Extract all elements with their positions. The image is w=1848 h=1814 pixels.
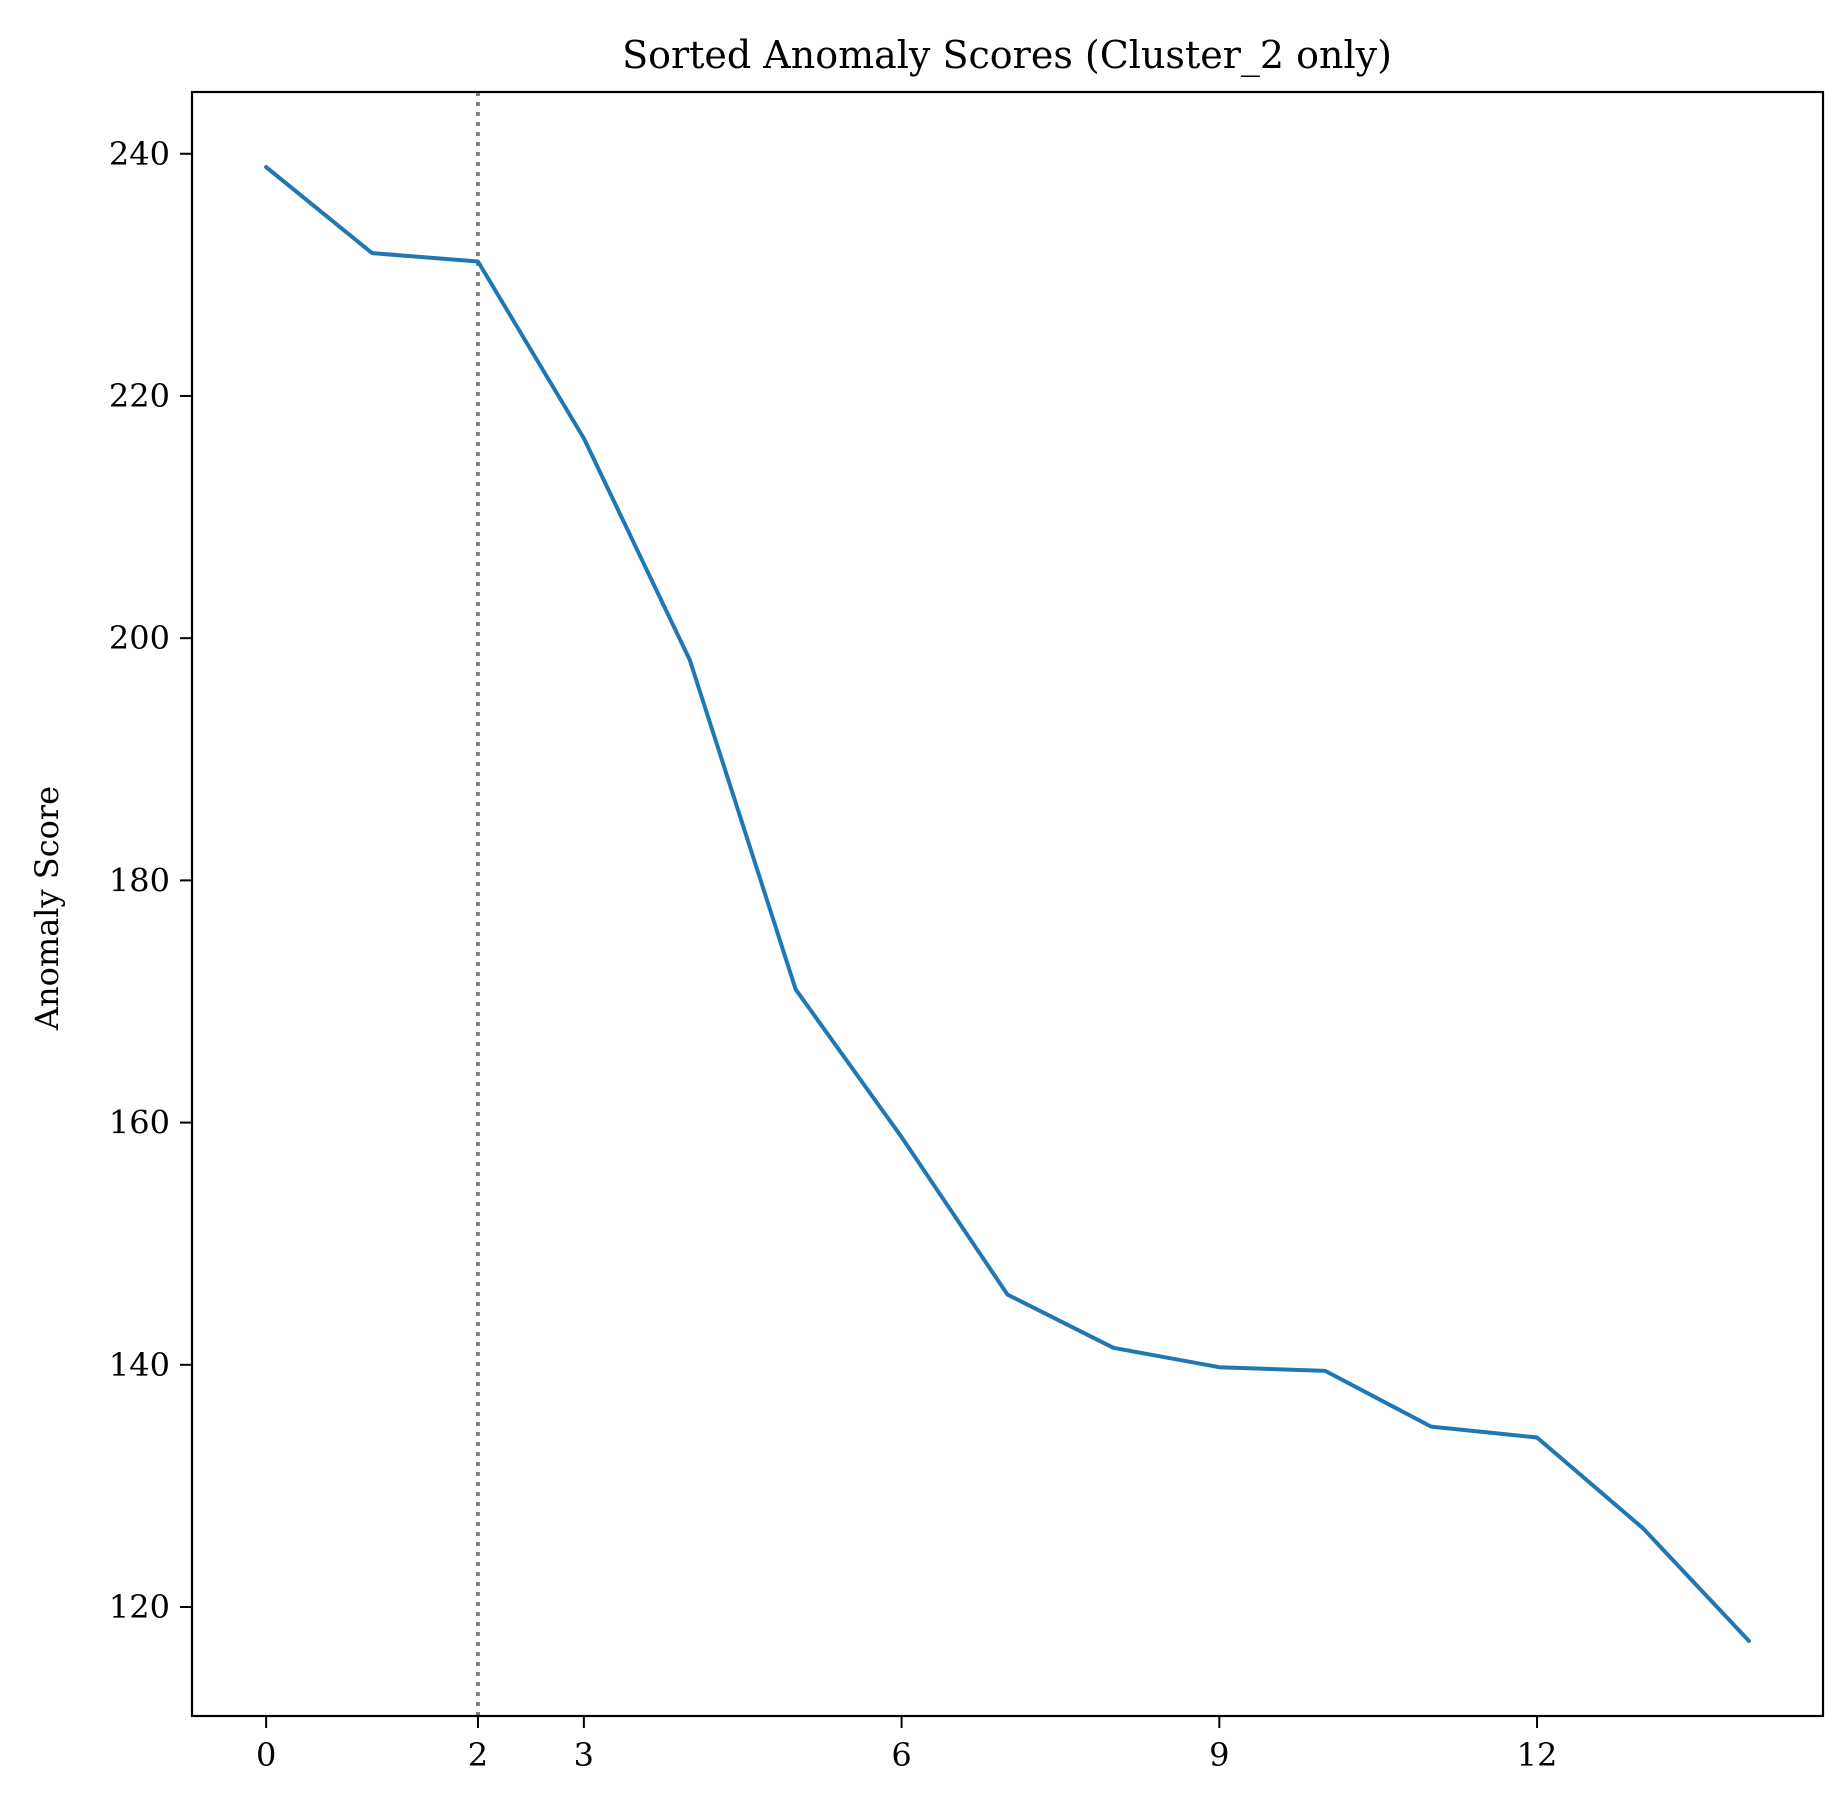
chart-title: Sorted Anomaly Scores (Cluster_2 only)	[622, 33, 1392, 78]
x-tick-label: 0	[256, 1736, 276, 1774]
x-tick-label: 3	[574, 1736, 594, 1774]
plot-area: 0 2 3 6 9 12 120 140 160 180 200 220 240	[109, 92, 1751, 1774]
y-tick-label: 240	[109, 135, 170, 173]
x-tick-label: 6	[891, 1736, 911, 1774]
y-tick-label: 120	[109, 1588, 170, 1626]
y-tick-label: 220	[109, 377, 170, 415]
y-tick-label: 160	[109, 1104, 170, 1142]
y-axis-label: Anomaly Score	[28, 786, 66, 1031]
x-tick-label: 9	[1209, 1736, 1229, 1774]
x-tick-label: 12	[1517, 1736, 1558, 1774]
series-line	[264, 165, 1751, 1643]
y-tick-label: 200	[109, 619, 170, 657]
y-tick-label: 180	[109, 861, 170, 899]
y-tick-label: 140	[109, 1346, 170, 1384]
x-tick-label: 2	[468, 1736, 488, 1774]
plot-frame	[190, 90, 1825, 1718]
